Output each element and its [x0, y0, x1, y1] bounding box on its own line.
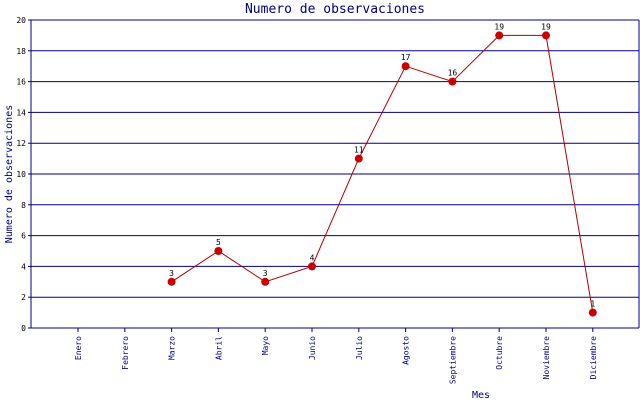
y-tick-label: 8 [21, 201, 26, 210]
x-tick-label: Junio [308, 336, 317, 360]
x-axis-label: Mes [472, 390, 490, 400]
data-label: 17 [401, 53, 411, 62]
data-label: 3 [169, 269, 174, 278]
y-tick-label: 20 [16, 16, 26, 25]
y-tick-label: 6 [21, 232, 26, 241]
x-tick-label: Diciembre [589, 336, 598, 380]
data-label: 4 [310, 253, 315, 262]
data-label: 16 [448, 69, 458, 78]
data-label: 19 [541, 22, 551, 31]
grid-lines [31, 19, 639, 329]
y-tick-label: 0 [21, 324, 26, 333]
x-tick-labels: Enero Febrero Marzo Abril Mayo Junio Julio Agos… [74, 336, 598, 384]
y-tick-label: 14 [16, 108, 26, 117]
x-tick-label: Febrero [121, 336, 130, 370]
data-point [448, 77, 457, 86]
y-tick-labels: 0 2 4 6 8 10 12 14 16 18 20 [16, 16, 26, 333]
x-tick-label: Mayo [261, 336, 270, 355]
data-point [495, 31, 504, 40]
data-label: 19 [494, 22, 504, 31]
data-point [308, 262, 316, 271]
y-tick-label: 4 [21, 262, 26, 271]
y-tick-label: 2 [21, 293, 26, 302]
y-tick-label: 18 [16, 47, 26, 56]
x-tick-label: Julio [355, 336, 364, 360]
data-point [401, 62, 410, 71]
y-tick-label: 12 [16, 139, 26, 148]
y-axis-label: Numero de observaciones [4, 105, 15, 243]
x-tick-label: Agosto [402, 336, 411, 365]
data-points [167, 31, 597, 317]
chart-title: Numero de observaciones [245, 2, 425, 17]
data-label: 1 [590, 300, 595, 309]
axes [28, 19, 640, 332]
x-tick-label: Abril [214, 336, 223, 360]
x-tick-label: Marzo [168, 336, 177, 360]
data-labels: 3 5 3 4 11 17 16 19 19 1 [169, 22, 595, 308]
data-point [214, 247, 223, 255]
series-line [171, 34, 594, 313]
data-point [542, 31, 550, 40]
x-tick-label: Enero [74, 336, 83, 360]
data-point [588, 308, 597, 317]
data-label: 3 [263, 269, 268, 278]
data-label: 5 [216, 238, 221, 247]
data-point [261, 277, 270, 286]
data-point [167, 277, 176, 286]
x-tick-label: Octubre [495, 336, 504, 370]
y-tick-label: 10 [16, 170, 26, 179]
x-tick-label: Noviembre [542, 336, 551, 380]
y-tick-label: 16 [16, 78, 26, 87]
series-line-path [171, 34, 594, 313]
data-label: 11 [354, 146, 364, 155]
x-tick-label: Septiembre [448, 336, 457, 384]
data-point [354, 154, 363, 163]
